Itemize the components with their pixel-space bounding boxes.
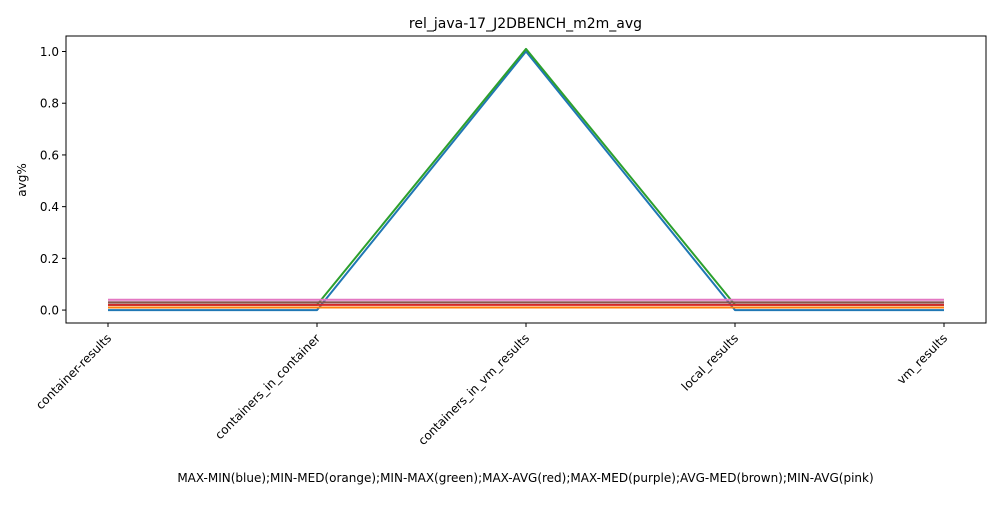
y-tick-label: 0.2 <box>40 252 59 266</box>
x-tick-label: container-results <box>33 331 114 412</box>
x-tick-label: containers_in_container <box>212 331 323 442</box>
series-layer <box>108 47 944 312</box>
y-axis-label: avg% <box>15 163 29 196</box>
x-axis-label: MAX-MIN(blue);MIN-MED(orange);MIN-MAX(gr… <box>177 471 873 485</box>
y-tick-label: 1.0 <box>40 45 59 59</box>
y-tick-label: 0.8 <box>40 97 59 111</box>
y-axis: 0.0 0.2 0.4 0.6 0.8 1.0 <box>40 45 66 318</box>
y-tick-label: 0.4 <box>40 200 59 214</box>
x-tick-label: vm_results <box>894 331 950 387</box>
y-tick-label: 0.6 <box>40 148 59 162</box>
series-line-1 <box>108 50 944 312</box>
plot-frame <box>65 35 987 324</box>
x-tick-label: containers_in_vm_results <box>415 331 532 448</box>
y-tick-label: 0.0 <box>40 304 59 318</box>
chart-title: rel_java-17_J2DBENCH_m2m_avg <box>409 16 642 32</box>
x-axis: container-results containers_in_container… <box>33 323 950 448</box>
series-line-3 <box>108 47 944 306</box>
x-tick-label: local_results <box>679 331 741 393</box>
